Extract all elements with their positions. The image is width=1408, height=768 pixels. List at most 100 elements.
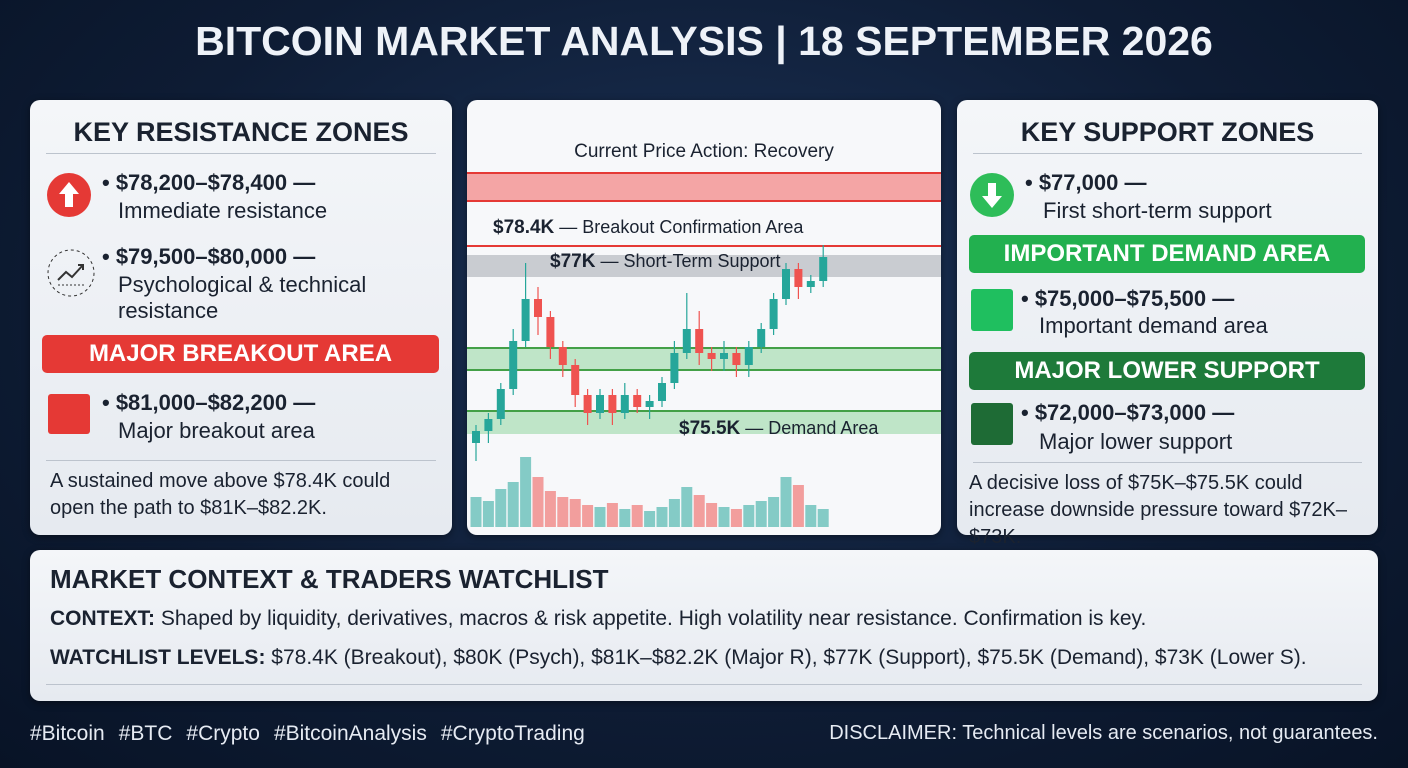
- volume-bar: [544, 491, 556, 527]
- volume-bar: [706, 503, 718, 527]
- breakout-line: [467, 245, 941, 247]
- volume-bar: [718, 507, 730, 527]
- volume-bar: [730, 509, 742, 527]
- level-range: • $79,500–$80,000 —: [102, 244, 316, 269]
- volume-bar: [631, 505, 643, 527]
- volume-bar: [668, 499, 680, 527]
- volume-bar: [805, 505, 817, 527]
- candle-body: [720, 353, 728, 359]
- card-title: KEY RESISTANCE ZONES: [73, 117, 409, 147]
- candle-body: [596, 395, 604, 413]
- hashtag[interactable]: #CryptoTrading: [440, 722, 585, 745]
- support-card: KEY SUPPORT ZONES • $77,000 — First shor…: [957, 100, 1378, 548]
- level-price: $75.5K: [679, 418, 741, 439]
- candle-body: [608, 395, 617, 413]
- candle-body: [496, 389, 505, 419]
- level-range: • $75,000–$75,500 —: [1021, 286, 1235, 311]
- divider: [973, 462, 1362, 463]
- disclaimer: DISCLAIMER: Technical levels are scenari…: [829, 722, 1378, 744]
- banner: MAJOR BREAKOUT AREA: [42, 335, 439, 373]
- volume-bar: [532, 477, 544, 527]
- hashtag[interactable]: #BTC: [118, 722, 173, 745]
- level-range: • $81,000–$82,200 —: [102, 390, 316, 415]
- divider: [973, 153, 1362, 154]
- level-label: $75.5K — Demand Area: [679, 418, 878, 440]
- candle-body: [769, 299, 778, 329]
- candle-body: [645, 401, 654, 407]
- chart-icon: [47, 249, 95, 297]
- volume-bar: [644, 511, 656, 527]
- volume-bar: [792, 485, 804, 527]
- context-line: CONTEXT: Shaped by liquidity, derivative…: [50, 607, 1146, 631]
- candle-body: [558, 347, 567, 365]
- volume-bar: [520, 457, 532, 527]
- watchlist-line: WATCHLIST LEVELS: $78.4K (Breakout), $80…: [50, 646, 1307, 670]
- divider: [46, 460, 436, 461]
- level-desc: Psychological & technical resistance: [118, 272, 367, 323]
- volume-bar: [470, 497, 482, 527]
- volume-bar: [656, 507, 668, 527]
- candle-body: [472, 431, 480, 443]
- candle-body: [484, 419, 493, 431]
- volume-bar: [817, 509, 829, 527]
- candle-body: [670, 353, 679, 383]
- level-desc: First short-term support: [1043, 198, 1272, 223]
- banner: IMPORTANT DEMAND AREA: [969, 235, 1365, 273]
- candle-body: [782, 269, 790, 299]
- note: A decisive loss of $75K–$75.5K could inc…: [969, 472, 1347, 548]
- candle-body: [757, 329, 766, 347]
- volume-bar: [495, 489, 507, 527]
- color-swatch: [971, 289, 1013, 331]
- hashtag[interactable]: #Bitcoin: [30, 722, 105, 745]
- candle-body: [744, 347, 753, 365]
- candle-body: [620, 395, 629, 413]
- level-desc: Immediate resistance: [118, 198, 328, 223]
- level-range: • $77,000 —: [1025, 170, 1147, 195]
- divider: [46, 684, 1362, 685]
- volume-bar: [594, 507, 606, 527]
- demand-band: [467, 347, 941, 371]
- candle-body: [819, 257, 828, 281]
- text: $78.4K (Breakout), $80K (Psych), $81K–$8…: [271, 646, 1307, 669]
- volume-bar: [681, 487, 693, 527]
- level-desc: Major breakout area: [118, 418, 315, 443]
- volume-bar: [768, 497, 780, 527]
- candle-body: [806, 281, 815, 287]
- level-text: — Short-Term Support: [600, 251, 781, 271]
- volume-bar: [619, 509, 631, 527]
- level-label: $78.4K — Breakout Confirmation Area: [493, 217, 803, 239]
- candle-body: [707, 353, 716, 359]
- volume-bar: [582, 505, 594, 527]
- level-label: $77K — Short-Term Support: [550, 251, 781, 273]
- hashtag[interactable]: #BitcoinAnalysis: [273, 722, 427, 745]
- candle-body: [658, 383, 666, 401]
- candle-body: [509, 341, 518, 389]
- candle-body: [633, 395, 642, 407]
- hashtag[interactable]: #Crypto: [186, 722, 260, 745]
- level-range: • $78,200–$78,400 —: [102, 170, 316, 195]
- hashtags: #Bitcoin #BTC #Crypto #BitcoinAnalysis #Cryp…: [30, 722, 599, 746]
- up-icon: [47, 173, 91, 217]
- volume-bar: [606, 503, 618, 527]
- volume-bar: [482, 501, 494, 527]
- volume-bar: [693, 495, 705, 527]
- candle-body: [534, 299, 542, 317]
- resistance-band: [467, 172, 941, 202]
- context-card: MARKET CONTEXT & TRADERS WATCHLIST CONTE…: [30, 550, 1378, 701]
- level-desc: Important demand area: [1039, 313, 1268, 338]
- candle-body: [571, 365, 580, 395]
- level-text: — Demand Area: [745, 418, 879, 438]
- candle-body: [695, 329, 704, 353]
- resistance-card: KEY RESISTANCE ZONES • $78,200–$78,400 —…: [30, 100, 452, 535]
- color-swatch: [48, 394, 90, 434]
- color-swatch: [971, 403, 1013, 445]
- volume-bar: [755, 501, 767, 527]
- candle-body: [521, 299, 530, 341]
- text: Shaped by liquidity, derivatives, macros…: [160, 607, 1147, 630]
- candle-body: [732, 353, 741, 365]
- volume-bar: [780, 477, 792, 527]
- divider: [46, 153, 436, 154]
- level-range: • $72,000–$73,000 —: [1021, 400, 1235, 425]
- chart-card: Current Price Action: Recovery $78.4K — …: [467, 100, 941, 535]
